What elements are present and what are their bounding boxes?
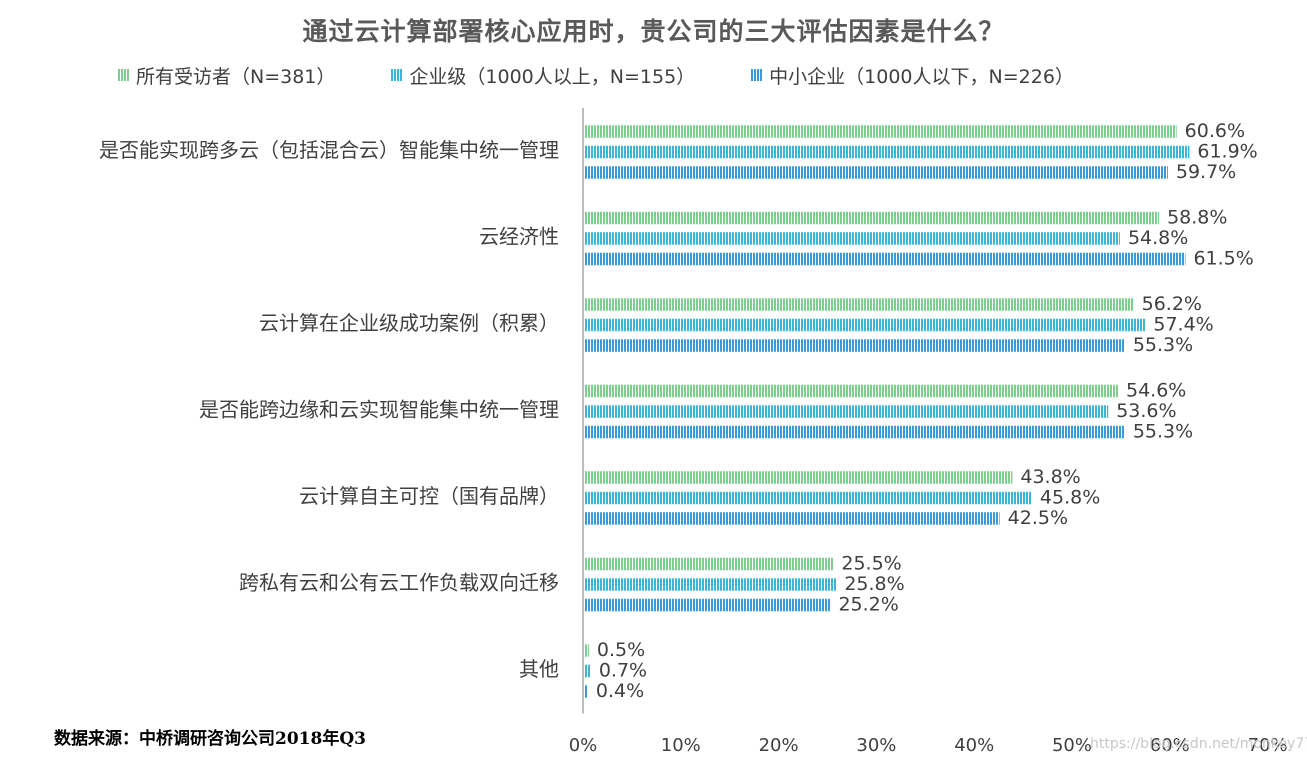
bar — [584, 557, 834, 571]
legend-swatch — [391, 69, 404, 81]
bar — [584, 166, 1168, 179]
x-tick-label: 40% — [954, 735, 994, 756]
x-tick-label: 20% — [759, 735, 799, 756]
data-label: 0.7% — [599, 660, 647, 682]
bar — [584, 252, 1186, 266]
legend-swatch — [751, 69, 764, 81]
bar — [584, 425, 1125, 439]
legend-item-2: 中小企业（1000人以下，N=226） — [751, 62, 1074, 89]
data-label: 25.5% — [841, 553, 901, 575]
data-label: 25.2% — [838, 594, 898, 616]
x-tick-label: 0% — [569, 735, 598, 756]
data-label: 54.6% — [1126, 380, 1186, 402]
bar — [584, 471, 1013, 484]
bar — [584, 578, 837, 591]
bar — [584, 211, 1160, 225]
legend-item-1: 企业级（1000人以上，N=155） — [391, 62, 695, 89]
data-label: 58.8% — [1167, 207, 1227, 229]
category-label: 其他 — [519, 657, 559, 681]
x-tick-label: 10% — [661, 735, 701, 756]
data-label: 55.3% — [1133, 334, 1193, 356]
bar — [584, 232, 1120, 245]
legend-label: 中小企业（1000人以下，N=226） — [769, 65, 1074, 88]
legend-label: 所有受访者（N=381） — [136, 65, 336, 88]
x-tick-label: 60% — [1150, 735, 1190, 756]
category-label: 跨私有云和公有云工作负载双向迁移 — [239, 570, 559, 594]
bar — [584, 512, 1000, 525]
bar — [584, 318, 1146, 332]
category-label: 云计算自主可控（国有品牌） — [299, 484, 559, 508]
data-label: 60.6% — [1185, 120, 1245, 142]
data-label: 61.9% — [1197, 141, 1257, 163]
bar — [584, 125, 1177, 138]
data-label: 45.8% — [1040, 487, 1100, 509]
bar — [584, 664, 591, 678]
x-tick-label: 30% — [856, 735, 896, 756]
data-label: 53.6% — [1116, 400, 1176, 422]
bar — [584, 339, 1125, 352]
bar — [584, 405, 1109, 418]
x-tick-label: 50% — [1052, 735, 1092, 756]
data-label: 61.5% — [1193, 248, 1253, 270]
data-label: 43.8% — [1020, 466, 1080, 488]
data-label: 57.4% — [1153, 314, 1213, 336]
bar — [584, 491, 1032, 505]
category-label: 是否能实现跨多云（包括混合云）智能集中统一管理 — [99, 138, 559, 162]
bar — [584, 644, 589, 657]
legend-item-0: 所有受访者（N=381） — [118, 62, 335, 89]
source-note: 数据来源：中桥调研咨询公司2018年Q3 — [54, 729, 366, 749]
legend-label: 企业级（1000人以上，N=155） — [409, 65, 696, 88]
bar — [584, 145, 1190, 159]
data-label: 54.8% — [1128, 227, 1188, 249]
chart-title: 通过云计算部署核心应用时，贵公司的三大评估因素是什么？ — [302, 17, 1005, 46]
bar — [584, 298, 1134, 311]
category-label: 是否能跨边缘和云实现智能集中统一管理 — [199, 397, 559, 421]
data-label: 25.8% — [844, 573, 904, 595]
data-label: 0.5% — [597, 639, 645, 661]
bar — [584, 685, 588, 698]
data-label: 55.3% — [1133, 421, 1193, 443]
data-label: 59.7% — [1176, 161, 1236, 183]
legend-swatch — [118, 69, 130, 81]
x-tick-label: 70% — [1248, 735, 1288, 756]
data-label: 56.2% — [1142, 293, 1202, 315]
category-label: 云计算在企业级成功案例（积累） — [259, 311, 559, 335]
bar — [584, 598, 831, 612]
legend: 所有受访者（N=381） 企业级（1000人以上，N=155） 中小企业（1000人… — [118, 62, 1130, 88]
data-label: 0.4% — [596, 680, 644, 702]
watermark: https://blog.csdn.net/monkey7777 — [1090, 736, 1307, 752]
data-label: 42.5% — [1008, 507, 1068, 529]
bar — [584, 384, 1118, 398]
category-label: 云经济性 — [479, 224, 559, 248]
